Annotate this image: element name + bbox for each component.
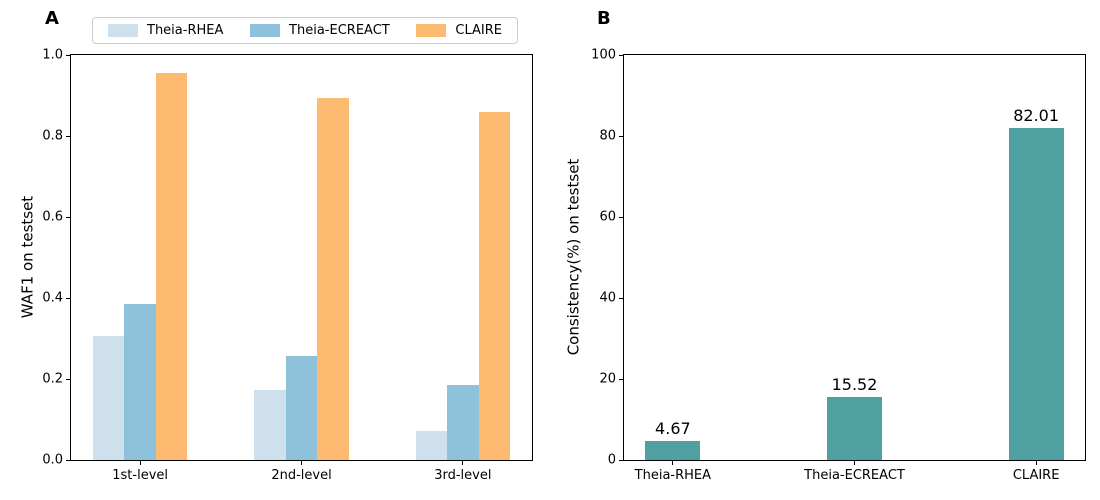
legend-entry: Theia-RHEA — [108, 24, 223, 37]
x-tick-mark — [672, 460, 674, 465]
legend-swatch-theia-ecreact — [250, 24, 281, 37]
x-tick-mark — [139, 460, 141, 465]
x-tick-mark — [462, 460, 464, 465]
x-tick-label: 3rd-level — [434, 468, 492, 483]
panel-b-y-axis-label: Consistency(%) on testset — [564, 158, 583, 356]
y-tick-label: 0 — [607, 452, 616, 468]
y-tick-mark — [66, 54, 71, 56]
bar-theia-ecreact-3rd-level — [447, 385, 479, 460]
y-tick-label: 60 — [599, 209, 616, 225]
y-tick-label: 0.2 — [42, 371, 63, 387]
panel-a-y-axis-label: WAF1 on testset — [18, 195, 37, 319]
x-tick-mark — [1035, 460, 1037, 465]
legend-entry: Theia-ECREACT — [250, 24, 390, 37]
bar-value-label: 4.67 — [655, 419, 691, 439]
x-tick-mark — [301, 460, 302, 465]
panel-a-plot-area: 0.0 0.2 0.4 0.6 0.8 1.0 1st-level 2nd-level 3rd-… — [42, 49, 533, 482]
bar-theia-ecreact-2nd-level — [285, 355, 318, 460]
bar-theia-rhea — [645, 441, 701, 460]
y-tick-mark — [66, 216, 71, 218]
bar-theia-ecreact-1st-level — [124, 304, 156, 460]
y-tick-mark — [66, 459, 71, 461]
bar-claire — [1008, 127, 1064, 460]
y-tick-label: 0.4 — [42, 290, 63, 306]
bar-theia-ecreact — [827, 397, 882, 460]
legend-entry: CLAIRE — [416, 24, 502, 37]
bar-value-label: 15.52 — [831, 375, 878, 395]
bar-theia-rhea-3rd-level — [415, 431, 448, 460]
y-tick-mark — [619, 135, 624, 137]
x-tick-label: Theia-RHEA — [634, 468, 712, 483]
legend-label: Theia-RHEA — [147, 23, 224, 38]
x-tick-mark — [854, 460, 855, 465]
bar-value-label: 82.01 — [1013, 105, 1060, 125]
y-tick-mark — [619, 54, 624, 56]
y-tick-label: 40 — [599, 290, 616, 306]
y-tick-mark — [619, 216, 624, 218]
y-tick-label: 100 — [591, 47, 616, 63]
y-tick-mark — [619, 459, 624, 461]
y-tick-mark — [66, 378, 71, 380]
y-tick-label: 80 — [599, 128, 616, 144]
y-tick-label: 0.8 — [42, 128, 63, 144]
x-tick-label: 1st-level — [112, 468, 169, 483]
x-tick-label: CLAIRE — [1012, 468, 1060, 483]
legend-swatch-claire — [416, 24, 447, 37]
y-tick-mark — [619, 297, 624, 299]
y-tick-mark — [66, 297, 71, 299]
panel-a-letter: A — [45, 8, 59, 29]
legend: Theia-RHEA Theia-ECREACT CLAIRE — [92, 17, 518, 44]
legend-label: Theia-ECREACT — [289, 23, 390, 38]
y-tick-label: 1.0 — [42, 47, 63, 63]
legend-label: CLAIRE — [455, 23, 502, 38]
panel-b-plot-area: 0 20 40 60 80 100 Theia-RHEA Theia-ECREACT CLAIR… — [591, 49, 1086, 482]
y-tick-mark — [619, 378, 624, 380]
x-tick-label: Theia-ECREACT — [804, 468, 905, 483]
y-tick-mark — [66, 135, 71, 137]
bar-claire-2nd-level — [317, 97, 349, 460]
panel-b-letter: B — [597, 8, 611, 29]
y-tick-label: 0.6 — [42, 209, 63, 225]
bar-claire-3rd-level — [478, 111, 511, 460]
y-tick-label: 0.0 — [42, 452, 63, 468]
bar-claire-1st-level — [155, 72, 188, 460]
bar-theia-rhea-1st-level — [92, 336, 125, 460]
bar-theia-rhea-2nd-level — [254, 390, 286, 460]
x-tick-label: 2nd-level — [271, 468, 332, 483]
y-tick-label: 20 — [599, 371, 616, 387]
legend-swatch-theia-rhea — [108, 24, 138, 37]
